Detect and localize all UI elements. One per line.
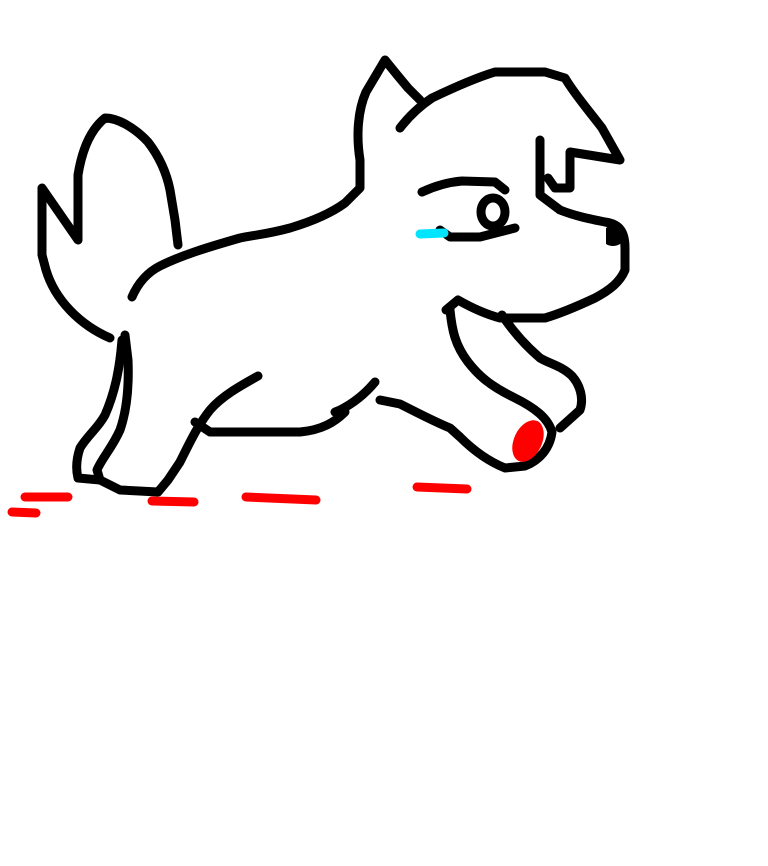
bloody-paw	[512, 420, 544, 462]
blood-drop	[412, 482, 472, 494]
blood-drop	[7, 507, 41, 518]
blood-drop	[147, 496, 199, 507]
eyebrow	[417, 176, 510, 197]
front-leg-back	[497, 310, 587, 433]
front-leg	[375, 305, 557, 473]
head-top	[427, 67, 625, 193]
nose	[606, 225, 626, 246]
blood-drop	[241, 492, 321, 505]
hind-leg-back	[72, 335, 127, 485]
ear-inner	[395, 93, 437, 133]
blood-trail	[7, 482, 472, 518]
tail	[37, 113, 183, 343]
tear	[415, 228, 449, 239]
eye	[476, 193, 510, 231]
hind-leg	[92, 330, 263, 497]
back	[127, 55, 425, 302]
belly	[190, 377, 380, 437]
muzzle	[441, 135, 630, 323]
eye-lower-line	[435, 223, 520, 242]
dog-outline	[37, 55, 630, 497]
